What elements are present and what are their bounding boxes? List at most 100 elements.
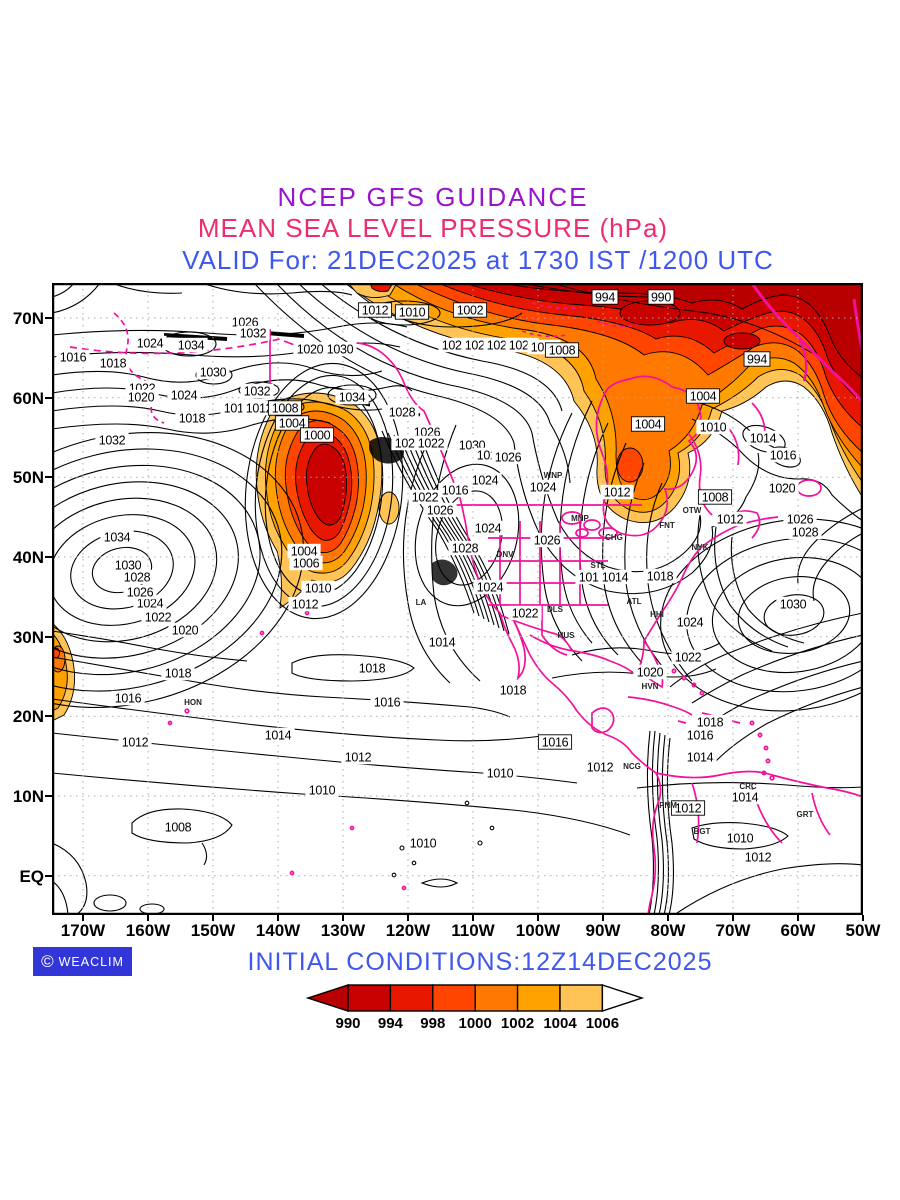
svg-text:CHG: CHG [605, 533, 623, 542]
svg-text:PNM: PNM [659, 801, 677, 810]
svg-text:HUS: HUS [558, 631, 576, 640]
svg-text:1016: 1016 [687, 729, 714, 743]
lon-tick [472, 915, 474, 921]
lon-label-140W: 140W [255, 921, 301, 940]
lon-tick [407, 915, 409, 921]
svg-text:NCG: NCG [623, 762, 641, 771]
weaclim-logo-badge[interactable]: © WEACLIM [33, 947, 132, 976]
svg-text:1018: 1018 [179, 412, 206, 426]
svg-text:1026: 1026 [787, 513, 814, 527]
lat-label-50N: 50N [12, 468, 44, 488]
svg-text:1018: 1018 [165, 667, 192, 681]
svg-text:994: 994 [747, 353, 767, 367]
svg-text:1030: 1030 [200, 366, 227, 380]
lon-tick [797, 915, 799, 921]
lon-tick [667, 915, 669, 921]
svg-text:1010: 1010 [700, 421, 727, 435]
svg-text:1010: 1010 [487, 767, 514, 781]
svg-text:1016: 1016 [542, 736, 569, 750]
svg-text:WNP: WNP [544, 471, 563, 480]
svg-text:GRT: GRT [797, 810, 814, 819]
svg-text:1014: 1014 [265, 729, 292, 743]
svg-text:1010: 1010 [305, 582, 332, 596]
svg-text:1028: 1028 [452, 542, 479, 556]
lat-label-40N: 40N [12, 548, 44, 567]
svg-text:1026: 1026 [427, 504, 454, 518]
svg-text:1000: 1000 [304, 429, 331, 443]
lon-label-70W: 70W [715, 921, 751, 940]
lat-tick [45, 635, 52, 638]
map-border [51, 282, 864, 916]
svg-text:1034: 1034 [178, 339, 205, 353]
svg-text:STL: STL [590, 561, 605, 570]
page-subtitle: MEAN SEA LEVEL PRESSURE (hPa) [197, 213, 669, 243]
lon-label-60W: 60W [780, 921, 816, 940]
svg-text:1032: 1032 [240, 327, 267, 341]
svg-text:1012: 1012 [675, 802, 702, 816]
svg-text:1024: 1024 [530, 481, 557, 495]
svg-text:1010: 1010 [727, 832, 754, 846]
lon-tick [537, 915, 539, 921]
svg-text:FNT: FNT [659, 521, 675, 530]
svg-text:1016: 1016 [442, 484, 469, 498]
svg-text:1026: 1026 [127, 586, 154, 600]
lon-tick [147, 915, 149, 921]
lon-label-150W: 150W [190, 921, 236, 940]
svg-text:ATL: ATL [627, 597, 642, 606]
svg-text:1026: 1026 [534, 534, 561, 548]
lat-tick [45, 795, 52, 797]
lon-label-110W: 110W [451, 921, 495, 940]
svg-text:1034: 1034 [104, 531, 131, 545]
svg-text:998: 998 [420, 1015, 445, 1032]
lon-tick [212, 915, 214, 921]
svg-text:LA: LA [416, 598, 427, 607]
svg-text:1032: 1032 [244, 385, 271, 399]
svg-text:1012: 1012 [717, 513, 744, 527]
lon-tick [732, 915, 734, 921]
valid-time-line: VALID For: 21DEC2025 at 1730 IST /1200 U… [182, 245, 774, 275]
svg-text:990: 990 [335, 1015, 360, 1032]
svg-text:1022: 1022 [145, 611, 172, 625]
svg-text:1024: 1024 [475, 522, 502, 536]
svg-text:1008: 1008 [702, 491, 729, 505]
svg-text:1004: 1004 [690, 390, 717, 404]
svg-text:1012: 1012 [292, 598, 319, 612]
svg-text:DLS: DLS [547, 605, 564, 614]
lat-label-70N: 70N [12, 309, 44, 328]
svg-text:1006: 1006 [586, 1015, 619, 1032]
lat-label-10N: 10N [12, 787, 44, 806]
svg-text:CRC: CRC [739, 782, 757, 791]
svg-text:1026: 1026 [495, 451, 522, 465]
svg-text:1014: 1014 [602, 571, 629, 585]
svg-text:1030: 1030 [115, 559, 142, 573]
svg-text:1004: 1004 [635, 418, 662, 432]
svg-text:1022: 1022 [512, 607, 539, 621]
page-title: NCEP GFS GUIDANCE [277, 182, 589, 212]
svg-text:1018: 1018 [697, 716, 724, 730]
svg-text:994: 994 [595, 291, 615, 305]
lat-tick [45, 396, 52, 399]
svg-text:1018: 1018 [100, 357, 127, 371]
svg-text:1022: 1022 [412, 491, 439, 505]
svg-text:1020: 1020 [172, 624, 199, 638]
svg-text:1008: 1008 [272, 402, 299, 416]
svg-text:HON: HON [184, 698, 202, 707]
svg-text:1012: 1012 [345, 751, 372, 765]
svg-text:1028: 1028 [389, 406, 416, 420]
svg-text:1022: 1022 [418, 437, 445, 451]
lat-tick [45, 476, 52, 479]
svg-text:1028: 1028 [792, 526, 819, 540]
lon-tick [342, 915, 344, 921]
svg-text:1024: 1024 [137, 337, 164, 351]
svg-text:1018: 1018 [647, 570, 674, 584]
initial-conditions-line: INITIAL CONDITIONS:12Z14DEC2025 [247, 948, 713, 976]
lon-label-100W: 100W [515, 921, 561, 940]
svg-text:1020: 1020 [769, 482, 796, 496]
svg-text:1012: 1012 [362, 304, 389, 318]
lon-tick [862, 915, 864, 921]
svg-text:BGT: BGT [694, 827, 711, 836]
svg-text:1014: 1014 [429, 636, 456, 650]
svg-text:1004: 1004 [279, 417, 306, 431]
